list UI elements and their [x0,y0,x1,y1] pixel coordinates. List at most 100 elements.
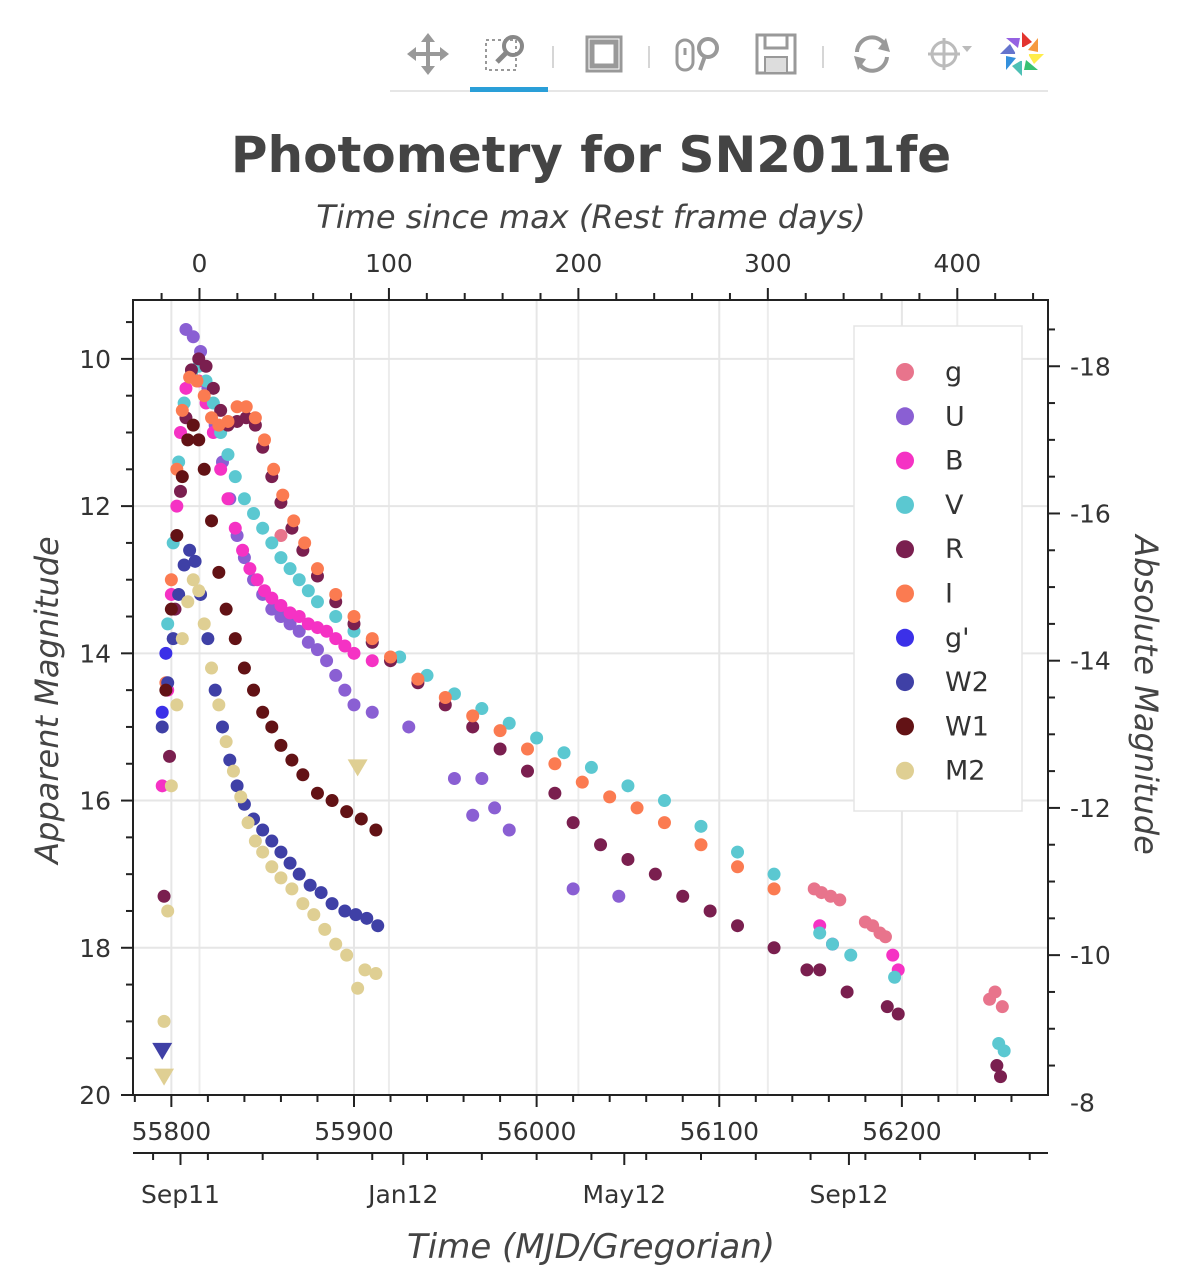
date-tick-label: Sep11 [141,1180,220,1209]
data-point-R [800,963,814,977]
data-point-W2 [172,587,186,601]
data-point-I [694,838,708,852]
right-y-tick-label: -18 [1070,352,1111,381]
legend-swatch-B [896,451,914,470]
save-tool-button[interactable] [748,26,804,82]
data-point-R [994,1070,1008,1084]
data-point-W2 [256,823,270,837]
data-point-W1 [296,768,310,782]
data-point-R [163,749,177,763]
top-x-tick-label: 400 [933,249,981,278]
data-point-M2 [307,908,321,922]
data-point-V [813,926,827,940]
data-point-I [239,400,253,414]
data-point-V [256,521,270,535]
zoom-area-tool-button[interactable] [576,26,632,82]
chart-toolbar [390,18,1048,92]
data-point-R [880,1000,894,1014]
data-point-W1 [310,786,324,800]
box-zoom-tool-button[interactable] [470,26,548,92]
y-tick-label: 16 [79,787,111,816]
data-point-V [274,551,288,565]
pan-tool-button[interactable] [400,26,456,82]
data-point-M2 [296,897,310,911]
data-point-I [630,801,644,815]
data-point-M2 [248,834,262,848]
legend-swatch-I [896,584,914,603]
data-point-W1 [164,602,178,616]
data-point-W2 [183,543,197,557]
legend-swatch-R [896,540,914,559]
data-point-U [447,771,461,785]
bokeh-logo[interactable] [994,26,1050,82]
data-point-V [292,573,306,587]
data-point-U [347,698,361,712]
data-point-M2 [181,595,195,609]
data-point-W2 [338,904,352,918]
wheel-zoom-icon [675,37,719,72]
top-x-axis-label: Time since max (Rest frame days) [316,198,866,236]
data-point-W1 [197,462,211,476]
data-point-I [438,691,452,704]
data-point-I [575,775,589,789]
data-point-V [694,819,708,833]
data-point-M2 [241,816,255,830]
data-point-I [767,882,781,896]
data-point-B [320,624,334,638]
data-point-W1 [212,565,226,579]
toolbar-separator [822,46,824,68]
toolbar-separator [648,46,650,68]
data-point-W1 [256,705,270,719]
data-point-B [221,492,235,506]
data-point-W2 [283,856,297,870]
data-point-W1 [170,529,184,543]
hover-tool-button[interactable] [920,26,976,82]
data-point-V [825,937,839,951]
data-point-R [566,816,580,830]
legend-label: g' [945,623,970,654]
data-point-B [274,598,288,612]
data-point-R [676,889,690,903]
data-point-W2 [274,845,288,859]
top-x-tick-label: 200 [555,249,603,278]
data-point-B [329,632,343,646]
data-point-W2 [371,919,385,933]
data-point-W1 [219,602,233,616]
data-point-I [164,573,178,587]
data-point-W2 [265,834,279,848]
x-tick-label: 56000 [497,1117,577,1146]
legend-label: U [945,401,965,432]
data-point-W2 [349,908,363,922]
data-point-U [329,668,343,682]
data-point-W2 [325,897,339,911]
data-point-R [214,403,228,417]
legend-swatch-g' [896,628,914,647]
legend-label: W2 [945,667,989,698]
y-tick-label: 10 [79,345,111,374]
data-point-V [557,746,571,760]
data-point-V [237,492,251,506]
wheel-zoom-tool-button[interactable] [670,26,726,82]
date-tick-label: Jan12 [366,1180,438,1209]
data-point-I [603,790,617,804]
data-point-M2 [157,1014,171,1028]
data-point-M2 [164,779,178,793]
y-axis-label: Apparent Magnitude [28,536,66,866]
data-point-B [265,591,279,605]
data-point-U [283,617,297,631]
data-point-R [493,742,507,756]
data-point-V [475,702,489,716]
legend-swatch-U [896,407,914,426]
data-point-g [995,1000,1009,1014]
legend-box [853,325,1023,812]
data-point-W1 [369,823,383,837]
data-point-B [365,654,379,668]
pan-icon [407,33,449,75]
data-point-U [292,624,306,638]
data-point-W1 [285,753,299,767]
data-point-M2 [175,632,189,646]
legend-label: B [945,446,964,477]
reset-icon [854,35,890,73]
reset-tool-button[interactable] [844,26,900,82]
